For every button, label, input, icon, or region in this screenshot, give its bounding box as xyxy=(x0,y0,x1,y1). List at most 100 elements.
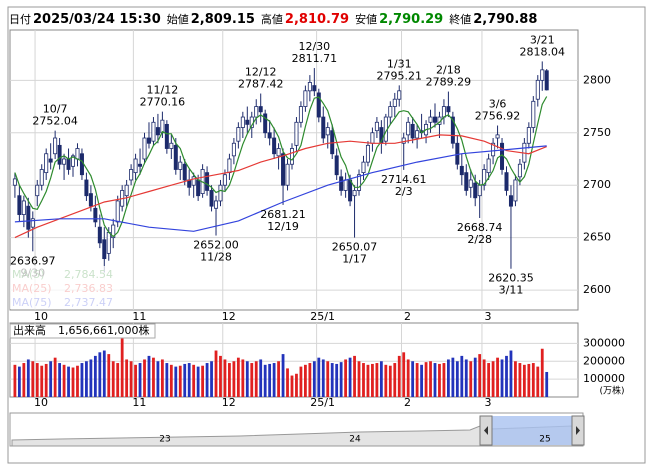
volume-bar xyxy=(379,361,383,397)
candle-body xyxy=(535,79,540,100)
annotation-date: 12/12 xyxy=(245,66,277,79)
candle-body xyxy=(357,174,362,191)
candle-body xyxy=(222,174,227,186)
volume-bar xyxy=(116,363,120,397)
candle-body xyxy=(441,106,446,118)
arrow-left xyxy=(484,426,488,435)
annotation-price: 2795.21 xyxy=(376,69,422,82)
candle-body xyxy=(151,121,156,142)
candle-body xyxy=(146,137,151,144)
volume-bar xyxy=(482,359,486,397)
navigator-window[interactable] xyxy=(492,416,572,445)
volume-plot xyxy=(13,338,549,397)
candle-body xyxy=(66,158,71,170)
volume-bar xyxy=(214,350,218,397)
volume-bar xyxy=(165,363,169,397)
candle-body xyxy=(365,144,370,163)
volume-tick-label: 300000 xyxy=(583,336,625,349)
volume-title-box xyxy=(9,323,156,339)
volume-bar xyxy=(49,361,53,397)
candle-body xyxy=(276,148,281,157)
candle-body xyxy=(473,182,478,199)
volume-bar xyxy=(522,364,526,397)
volume-bar xyxy=(210,361,213,397)
volume-bar xyxy=(536,366,540,397)
header-item: 始値 2,809.15 xyxy=(167,11,255,27)
volume-bar xyxy=(125,359,129,397)
header-label: 高値 xyxy=(260,12,283,26)
y-tick-label: 2650 xyxy=(583,231,611,244)
candle-body xyxy=(254,106,259,118)
annotation-price: 2752.04 xyxy=(32,115,78,128)
annotation-date: 12/30 xyxy=(298,40,330,53)
candle-body xyxy=(62,158,67,165)
volume-bar xyxy=(545,371,549,397)
candle-body xyxy=(209,190,214,207)
annotation-price: 2668.74 xyxy=(457,221,503,234)
candle-body xyxy=(129,169,134,181)
candle-body xyxy=(491,142,496,157)
volume-bar xyxy=(299,366,303,397)
candle-body xyxy=(26,205,31,230)
candle-body xyxy=(281,153,286,186)
annotation-date: 2/28 xyxy=(467,233,492,246)
volume-bar xyxy=(22,363,26,397)
volume-bar xyxy=(438,363,441,397)
candle-body xyxy=(388,106,393,118)
volume-bar xyxy=(44,363,48,397)
volume-bar xyxy=(473,357,477,397)
volume-bar xyxy=(156,361,160,397)
volume-bar xyxy=(433,363,437,397)
annotation-date: 11/28 xyxy=(200,251,232,264)
ma-line xyxy=(14,145,547,232)
candle-body xyxy=(334,155,339,176)
volume-bar xyxy=(236,357,240,397)
volume-bar xyxy=(205,363,209,397)
candle-body xyxy=(115,200,120,223)
candle-body xyxy=(303,90,308,107)
candle-body xyxy=(44,153,49,174)
volume-bar xyxy=(362,363,365,397)
volume-bar xyxy=(259,359,263,397)
header-value: 2,810.79 xyxy=(284,11,350,27)
volume-bar xyxy=(317,357,321,397)
header-label: 終値 xyxy=(449,12,472,26)
x-tick-label: 25/1 xyxy=(310,396,335,409)
volume-bar xyxy=(201,365,205,397)
volume-bar xyxy=(85,361,88,397)
volume-bar xyxy=(491,361,495,397)
annotation-date: 2/18 xyxy=(436,64,461,77)
volume-bar xyxy=(111,361,115,397)
header-value: 2,790.88 xyxy=(473,11,538,27)
candle-body xyxy=(504,172,509,191)
candle-body xyxy=(370,132,375,144)
candle-body xyxy=(160,119,165,134)
annotation-price: 2714.61 xyxy=(381,173,427,186)
volume-bar xyxy=(487,363,491,397)
candle-body xyxy=(289,148,294,165)
volume-bar xyxy=(134,364,137,397)
volume-bar xyxy=(232,361,236,397)
volume-bar xyxy=(308,363,312,397)
candle-body xyxy=(142,137,147,160)
volume-bar xyxy=(187,363,191,397)
header: 日付 2025/03/24 15:30 始値 2,809.15 高値 2,810.79 安値… xyxy=(9,9,639,28)
x-tick-label: 25/1 xyxy=(310,310,335,323)
candle-body xyxy=(17,195,22,215)
candle-body xyxy=(71,155,76,167)
candle-body xyxy=(343,179,348,191)
volume-bar xyxy=(152,357,155,397)
annotation-date: 11/12 xyxy=(147,84,179,97)
header-item: 安値 2,790.29 xyxy=(355,11,443,27)
volume-bar xyxy=(241,359,245,397)
navigator-label: 24 xyxy=(349,435,361,445)
volume-bar xyxy=(531,363,535,397)
annotation-price: 2789.29 xyxy=(426,76,472,89)
annotation-date: 3/21 xyxy=(530,33,555,46)
volume-bar xyxy=(415,363,419,397)
y-tick-label: 2750 xyxy=(583,126,611,139)
volume-bar xyxy=(196,366,200,397)
candle-body xyxy=(468,179,473,188)
price-plot xyxy=(12,61,549,273)
candle-body xyxy=(53,137,58,155)
